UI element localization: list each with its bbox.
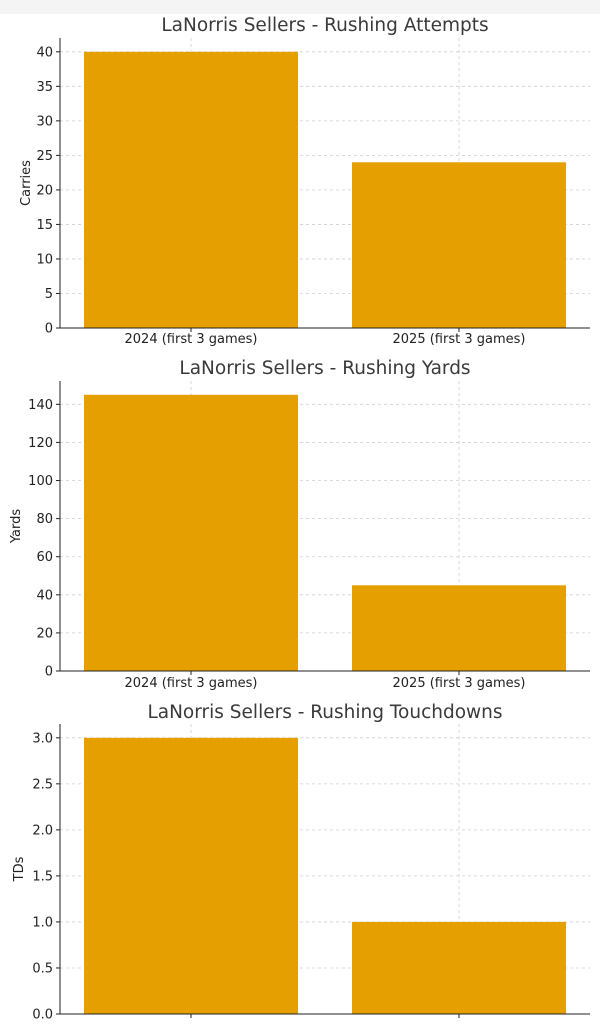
- chart-1-ytick-label-4: 80: [36, 512, 53, 527]
- chart-1-ytick-label-0: 0: [45, 665, 53, 680]
- chart-rushing-yards: 0 20 40 60 80 100 120 140 2024 (first 3 games) 20…: [9, 358, 590, 691]
- chart-0-ytick-label-4: 20: [36, 183, 53, 198]
- chart-1-ytick-label-2: 40: [36, 588, 53, 603]
- chart-0-bar-1: [352, 162, 566, 328]
- chart-2-ytick-label-3: 1.5: [32, 869, 53, 884]
- chart-1-title: LaNorris Sellers - Rushing Yards: [179, 358, 470, 379]
- chart-1-bar-1: [352, 585, 566, 671]
- chart-1-ytick-label-6: 120: [28, 436, 53, 451]
- chart-2-ytick-label-5: 2.5: [32, 777, 53, 792]
- chart-2-ytick-label-0: 0.0: [32, 1008, 53, 1023]
- chart-2-ytick-label-1: 0.5: [32, 961, 53, 976]
- chart-1-bar-0: [84, 394, 298, 671]
- chart-0-ytick-label-2: 10: [36, 252, 53, 267]
- top-strip: [0, 0, 600, 14]
- chart-0-ytick-label-7: 35: [36, 80, 53, 95]
- chart-1-xtick-label-0: 2024 (first 3 games): [125, 676, 258, 691]
- chart-0-xtick-label-1: 2025 (first 3 games): [393, 332, 526, 347]
- chart-rushing-attempts: 0 5 10 15 20 25 30 35 40 2024 (first 3 games) 2025…: [19, 15, 590, 347]
- chart-1-ylabel: Yards: [9, 509, 24, 544]
- chart-2-ytick-label-6: 3.0: [32, 731, 53, 746]
- chart-0-title: LaNorris Sellers - Rushing Attempts: [161, 15, 488, 36]
- chart-0-xtick-label-0: 2024 (first 3 games): [125, 332, 258, 347]
- chart-2-ytick-label-2: 1.0: [32, 915, 53, 930]
- chart-1-ytick-label-1: 20: [36, 626, 53, 641]
- chart-1-ytick-label-5: 100: [28, 474, 53, 489]
- chart-0-ytick-label-6: 30: [36, 114, 53, 129]
- chart-2-ytick-label-4: 2.0: [32, 823, 53, 838]
- chart-0-ytick-label-0: 0: [45, 322, 53, 337]
- chart-1-ytick-label-7: 140: [28, 398, 53, 413]
- chart-0-ytick-label-5: 25: [36, 149, 53, 164]
- chart-2-bar-0: [84, 737, 298, 1014]
- chart-2-bar-1: [352, 921, 566, 1014]
- chart-1-ytick-label-3: 60: [36, 550, 53, 565]
- chart-0-bar-0: [84, 51, 298, 329]
- chart-2-ylabel: TDs: [12, 856, 27, 882]
- chart-2-title: LaNorris Sellers - Rushing Touchdowns: [147, 702, 502, 723]
- chart-1-xtick-label-1: 2025 (first 3 games): [393, 676, 526, 691]
- chart-0-ytick-label-3: 15: [36, 218, 53, 233]
- chart-0-ytick-label-8: 40: [36, 45, 53, 60]
- chart-0-ytick-label-1: 5: [45, 287, 53, 302]
- chart-0-ylabel: Carries: [19, 160, 34, 206]
- chart-rushing-touchdowns: 0.0 0.5 1.0 1.5 2.0 2.5 3.0 LaNorris Sellers - …: [12, 702, 590, 1023]
